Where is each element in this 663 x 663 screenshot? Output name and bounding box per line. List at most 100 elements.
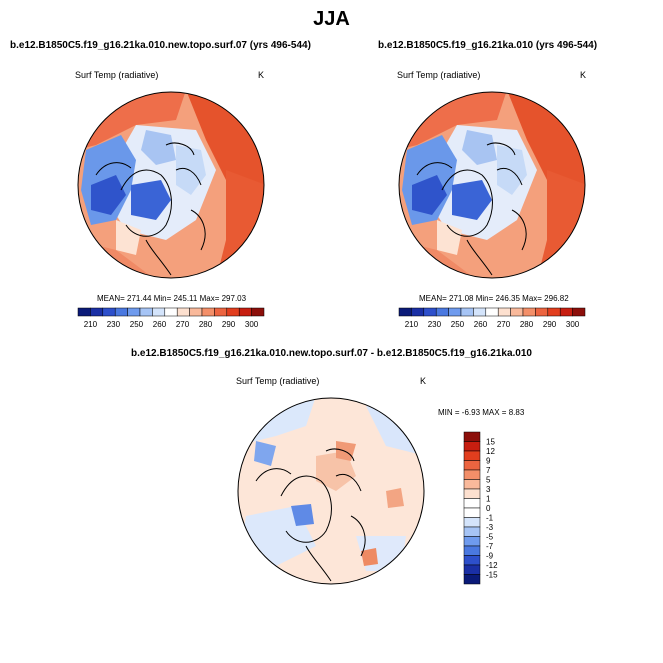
- colorbar-3-cell: [463, 450, 481, 461]
- colorbar-1-cell: [127, 307, 141, 317]
- colorbar-2-cell: [411, 307, 425, 317]
- colorbar-1-cells: [77, 307, 265, 317]
- colorbar-3-cell: [463, 526, 481, 537]
- colorbar-3-tick-label: -9: [486, 552, 494, 561]
- colorbar-3-cells: [463, 431, 481, 585]
- colorbar-2-tick-label: 280: [520, 320, 534, 329]
- colorbar-1-cell: [189, 307, 203, 317]
- colorbar-3-tick-label: -5: [486, 533, 494, 542]
- colorbar-1-cell: [214, 307, 228, 317]
- panel-3-title: b.e12.B1850C5.f19_g16.21ka.010.new.topo.…: [131, 348, 532, 359]
- colorbar-1-cell: [201, 307, 215, 317]
- colorbar-3-tick-label: -15: [486, 571, 498, 580]
- colorbar-1-cell: [152, 307, 166, 317]
- colorbar-1-tick-label: 260: [153, 320, 167, 329]
- colorbar-1-tick-label: 280: [199, 320, 213, 329]
- colorbar-3-tick-label: 7: [486, 466, 491, 475]
- colorbar-2-tick-label: 290: [543, 320, 557, 329]
- map-1-coastlines: [95, 142, 206, 276]
- map-3-frame: [237, 397, 425, 585]
- colorbar-1-cell: [226, 307, 240, 317]
- map-2-frame: [398, 91, 586, 279]
- panel-2-title: b.e12.B1850C5.f19_g16.21ka.010 (yrs 496-…: [378, 40, 598, 51]
- panel-3-units: K: [420, 376, 427, 386]
- colorbar-1-cell: [77, 307, 91, 317]
- colorbar-2-tick-label: 260: [474, 320, 488, 329]
- colorbar-3-tick-label: 3: [486, 485, 491, 494]
- colorbar-2-cell: [398, 307, 412, 317]
- map-3-coastlines: [255, 448, 366, 582]
- colorbar-3-cell: [463, 555, 481, 566]
- map-1-frame: [77, 91, 265, 279]
- colorbar-1-tick-label: 250: [130, 320, 144, 329]
- map-3-cold-spot-2: [291, 504, 314, 526]
- map-1-ice-core-center: [131, 180, 171, 220]
- colorbar-1-cell: [176, 307, 190, 317]
- main-title: JJA: [313, 8, 350, 30]
- colorbar-2-cell: [572, 307, 586, 317]
- map-2-transition-south: [437, 220, 462, 255]
- map-1-transition-south: [116, 220, 141, 255]
- colorbar-2-tick-label: 250: [451, 320, 465, 329]
- colorbar-2-cell: [510, 307, 524, 317]
- colorbar-2-cell: [448, 307, 462, 317]
- colorbar-1-cell: [238, 307, 252, 317]
- panel-1-colorbar: 210 230 250 260 270 280 290 300: [77, 307, 265, 329]
- colorbar-2-cells: [398, 307, 586, 317]
- map-1-ice-core-west: [91, 175, 126, 215]
- colorbar-1-tick-label: 270: [176, 320, 190, 329]
- colorbar-1-tick-label: 210: [84, 320, 98, 329]
- map-2-coastlines: [416, 142, 527, 276]
- map-2-ice-core-west: [412, 175, 447, 215]
- colorbar-3-tick-label: -3: [486, 523, 494, 532]
- colorbar-1-tick-label: 300: [245, 320, 259, 329]
- map-3-warm-center: [316, 451, 356, 491]
- colorbar-1-cell: [139, 307, 153, 317]
- colorbar-3-tick-label: 1: [486, 495, 491, 504]
- map-3-cold-spot-1: [254, 441, 276, 466]
- colorbar-2-ticks: 210 230 250 260 270 280 290 300: [405, 320, 580, 329]
- panel-1-title: b.e12.B1850C5.f19_g16.21ka.010.new.topo.…: [10, 40, 311, 51]
- panel-3-variable: Surf Temp (radiative): [236, 376, 320, 386]
- colorbar-3-tick-label: 15: [486, 438, 495, 447]
- panel-1-units: K: [258, 70, 265, 80]
- colorbar-2-tick-label: 230: [428, 320, 442, 329]
- colorbar-3-cell: [463, 460, 481, 471]
- colorbar-2-tick-label: 300: [566, 320, 580, 329]
- panel-2-map: [398, 91, 586, 279]
- colorbar-2-tick-label: 210: [405, 320, 419, 329]
- colorbar-2-cell: [485, 307, 499, 317]
- colorbar-1-tick-label: 290: [222, 320, 236, 329]
- colorbar-3-cell: [463, 517, 481, 528]
- colorbar-2-cell: [423, 307, 437, 317]
- colorbar-1-ticks: 210 230 250 260 270 280 290 300: [84, 320, 259, 329]
- colorbar-3-cell: [463, 545, 481, 556]
- colorbar-3-cell: [463, 469, 481, 480]
- colorbar-1-cell: [114, 307, 128, 317]
- colorbar-3-cell: [463, 498, 481, 509]
- colorbar-3-cell: [463, 441, 481, 452]
- colorbar-1-cell: [90, 307, 104, 317]
- colorbar-2-cell: [497, 307, 511, 317]
- colorbar-3-cell: [463, 488, 481, 499]
- colorbar-3-cell: [463, 479, 481, 490]
- map-3-warm-spot-2: [386, 488, 404, 508]
- colorbar-2-cell: [460, 307, 474, 317]
- panel-2-variable: Surf Temp (radiative): [397, 70, 481, 80]
- colorbar-1-cell: [251, 307, 265, 317]
- colorbar-1-cell: [102, 307, 116, 317]
- colorbar-1-cell: [164, 307, 178, 317]
- colorbar-3-cell: [463, 564, 481, 575]
- panel-1-variable: Surf Temp (radiative): [75, 70, 159, 80]
- colorbar-3-tick-label: 0: [486, 504, 491, 513]
- map-2-ice-east: [497, 145, 527, 195]
- colorbar-3-cell: [463, 536, 481, 547]
- colorbar-3-cell: [463, 507, 481, 518]
- map-1-ice-north: [141, 130, 176, 165]
- colorbar-2-cell: [547, 307, 561, 317]
- map-3-warm-spot-3: [361, 548, 378, 566]
- panel-2-stats: MEAN= 271.08 Min= 246.35 Max= 296.82: [419, 294, 569, 303]
- colorbar-3-tick-label: -1: [486, 514, 494, 523]
- panel-2-units: K: [580, 70, 587, 80]
